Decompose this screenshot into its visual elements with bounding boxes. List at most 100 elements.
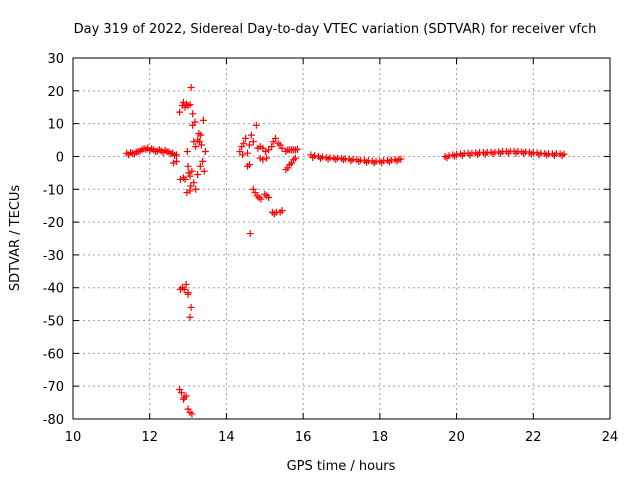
data-point bbox=[543, 151, 551, 159]
data-point bbox=[179, 395, 187, 403]
data-point bbox=[196, 162, 204, 170]
data-point bbox=[199, 116, 207, 124]
data-point bbox=[159, 149, 167, 157]
data-point bbox=[520, 150, 528, 158]
y-tick-label: -70 bbox=[43, 380, 64, 395]
data-point bbox=[189, 110, 197, 118]
y-tick-label: 20 bbox=[47, 85, 64, 100]
y-axis-label: SDTVAR / TECUs bbox=[8, 185, 23, 292]
x-axis-ticks: 10 12 14 16 18 20 22 24 bbox=[65, 58, 618, 445]
data-point bbox=[169, 159, 177, 167]
data-point bbox=[155, 146, 163, 154]
data-point bbox=[291, 154, 299, 162]
data-point bbox=[186, 313, 194, 321]
data-point bbox=[140, 145, 148, 153]
data-point bbox=[474, 150, 482, 158]
data-point bbox=[151, 148, 159, 156]
data-point bbox=[489, 150, 497, 158]
data-point bbox=[183, 100, 191, 108]
data-point bbox=[257, 195, 265, 203]
x-axis-label: GPS time / hours bbox=[287, 459, 396, 474]
data-point bbox=[259, 156, 267, 164]
data-point bbox=[535, 151, 543, 159]
data-point bbox=[265, 146, 273, 154]
data-point bbox=[316, 154, 324, 162]
data-point bbox=[183, 148, 191, 156]
data-point bbox=[339, 156, 347, 164]
data-point bbox=[201, 148, 209, 156]
y-tick-label: -40 bbox=[43, 282, 64, 297]
data-point bbox=[263, 154, 271, 162]
data-point bbox=[443, 154, 451, 162]
y-tick-label: -60 bbox=[43, 347, 64, 362]
data-point bbox=[194, 171, 202, 179]
data-point bbox=[181, 175, 189, 183]
data-point bbox=[182, 280, 190, 288]
data-point bbox=[163, 148, 171, 156]
data-point bbox=[190, 138, 198, 146]
data-point bbox=[265, 193, 273, 201]
data-point bbox=[512, 149, 520, 157]
data-point bbox=[268, 143, 276, 151]
data-point bbox=[347, 157, 355, 165]
x-tick-label: 12 bbox=[141, 430, 158, 445]
grid bbox=[73, 58, 610, 419]
y-tick-label: -30 bbox=[43, 249, 64, 264]
data-point bbox=[188, 167, 196, 175]
x-tick-label: 16 bbox=[295, 430, 312, 445]
data-point bbox=[167, 150, 175, 158]
plot-frame bbox=[72, 57, 611, 420]
data-point bbox=[362, 158, 370, 166]
chart-title: Day 319 of 2022, Sidereal Day-to-day VTE… bbox=[74, 22, 597, 37]
data-point bbox=[125, 151, 133, 159]
data-point bbox=[504, 149, 512, 157]
x-tick-label: 18 bbox=[372, 430, 389, 445]
data-point bbox=[272, 134, 280, 142]
data-point bbox=[186, 187, 194, 195]
y-tick-label: -10 bbox=[43, 183, 64, 198]
data-point bbox=[136, 147, 144, 155]
data-point bbox=[171, 151, 179, 159]
data-point bbox=[249, 138, 257, 146]
data-point bbox=[385, 158, 393, 166]
data-point bbox=[550, 151, 558, 159]
x-tick-label: 20 bbox=[448, 430, 465, 445]
data-point bbox=[278, 207, 286, 215]
data-point bbox=[481, 150, 489, 158]
data-point bbox=[293, 145, 301, 153]
data-point bbox=[324, 155, 332, 163]
data-point bbox=[183, 189, 191, 197]
y-tick-label: 0 bbox=[56, 150, 64, 165]
y-tick-label: 10 bbox=[47, 118, 64, 133]
data-point bbox=[187, 182, 195, 190]
data-point bbox=[558, 151, 566, 159]
data-point bbox=[355, 157, 363, 165]
data-point bbox=[186, 101, 194, 109]
data-point bbox=[200, 167, 208, 175]
data-point bbox=[397, 155, 405, 163]
x-tick-label: 22 bbox=[525, 430, 542, 445]
data-point bbox=[466, 151, 474, 159]
data-point bbox=[194, 136, 202, 144]
data-point bbox=[148, 145, 156, 153]
data-point bbox=[245, 161, 253, 169]
data-point bbox=[132, 148, 140, 156]
data-point bbox=[188, 410, 196, 418]
y-tick-label: -50 bbox=[43, 315, 64, 330]
data-point bbox=[144, 144, 152, 152]
data-point bbox=[278, 144, 286, 152]
y-axis-ticks: -80 -70 -60 -50 -40 -30 -20 -10 0 10 20 30 bbox=[43, 52, 610, 428]
data-point bbox=[247, 131, 255, 139]
data-point bbox=[176, 108, 184, 116]
data-point bbox=[370, 159, 378, 167]
data-point bbox=[179, 98, 187, 106]
data-points bbox=[123, 84, 568, 418]
data-point bbox=[242, 134, 250, 142]
data-point bbox=[187, 303, 195, 311]
y-tick-label: 30 bbox=[47, 52, 64, 67]
data-point bbox=[191, 118, 199, 126]
data-point bbox=[239, 151, 247, 159]
data-point bbox=[197, 131, 205, 139]
data-point bbox=[458, 151, 466, 159]
